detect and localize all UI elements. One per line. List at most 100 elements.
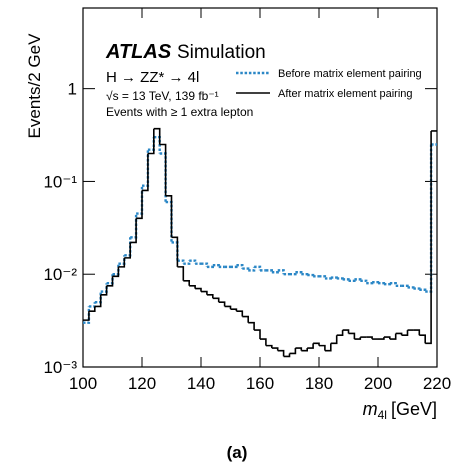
histogram-bin xyxy=(171,241,179,261)
histogram-bin xyxy=(277,269,285,275)
histogram-bin xyxy=(100,285,108,296)
y-axis-label: Events/2 GeV xyxy=(25,33,44,139)
histogram-bin xyxy=(165,200,173,243)
experiment-label: Simulation xyxy=(177,42,266,63)
legend-label: Before matrix element pairing xyxy=(278,68,422,80)
histogram-bin xyxy=(159,143,167,196)
y-tick-label: 1 xyxy=(68,80,77,99)
histogram-bin xyxy=(260,338,267,346)
histogram-bin xyxy=(348,332,356,340)
histogram-bin xyxy=(183,260,191,265)
histogram-bin xyxy=(419,334,426,344)
histogram-bin xyxy=(142,149,150,187)
histogram-bin xyxy=(395,332,403,336)
histogram-bin xyxy=(354,337,362,340)
histogram-bin xyxy=(118,257,126,268)
histogram-bin xyxy=(307,343,314,349)
x-tick-label: 120 xyxy=(128,374,156,393)
histogram-bin xyxy=(366,336,373,340)
histogram-bin xyxy=(425,144,433,293)
legend-label: After matrix element pairing xyxy=(278,88,413,100)
conditions: √s = 13 TeV, 139 fb⁻¹ xyxy=(106,89,219,103)
histogram-bin xyxy=(118,255,126,265)
histogram-bin xyxy=(136,185,144,215)
x-tick-label: 180 xyxy=(305,374,333,393)
histogram-bin xyxy=(130,218,137,244)
histogram-bin xyxy=(242,267,250,271)
histogram-bin xyxy=(372,281,380,284)
histogram-bin xyxy=(112,263,120,276)
histogram-bin xyxy=(189,259,197,264)
histogram-bin xyxy=(230,265,238,269)
caption: (a) xyxy=(227,443,248,462)
histogram-bin xyxy=(83,306,91,324)
histogram-bin xyxy=(177,259,185,264)
histogram-bin xyxy=(324,277,332,280)
histogram-bin xyxy=(206,265,214,269)
histogram-bin xyxy=(147,128,155,155)
x-tick-label: 140 xyxy=(187,374,215,393)
histogram-bin xyxy=(136,190,143,220)
histogram-bin xyxy=(242,315,249,323)
x-tick-label: 220 xyxy=(423,374,451,393)
histogram-bin xyxy=(307,273,315,277)
histogram-bin xyxy=(100,283,108,293)
histogram-bin xyxy=(124,242,131,259)
histogram-bin xyxy=(295,271,303,275)
histogram-bin xyxy=(206,294,214,299)
histogram-bin xyxy=(230,308,238,312)
histogram-bin xyxy=(342,329,350,334)
histogram-bin xyxy=(348,279,356,282)
histogram-bin xyxy=(83,311,90,321)
histogram-bin xyxy=(88,306,96,312)
histogram-bin xyxy=(94,294,102,308)
histogram-bin xyxy=(106,274,114,285)
histogram-bin xyxy=(336,277,344,280)
x-tick-label: 160 xyxy=(246,374,274,393)
histogram-bin xyxy=(271,270,279,274)
histogram-bin xyxy=(147,137,155,151)
histogram-bin xyxy=(88,302,96,308)
histogram-bin xyxy=(94,291,102,304)
histogram-bin xyxy=(342,278,350,281)
histogram-bin xyxy=(271,347,279,351)
histogram-bin xyxy=(319,275,327,279)
histogram-bin xyxy=(413,329,421,336)
histogram-bin xyxy=(130,213,138,239)
histogram-bin xyxy=(112,266,120,278)
histogram-bin xyxy=(283,353,291,358)
histogram-bin xyxy=(254,265,262,271)
x-label-subscript: 4l xyxy=(378,408,387,422)
histogram-bin xyxy=(236,264,244,269)
histogram-bin xyxy=(201,290,208,295)
histogram-bin xyxy=(366,282,374,285)
histogram-bin xyxy=(378,282,386,285)
histogram-bin xyxy=(165,195,173,238)
histogram-bin xyxy=(254,329,261,340)
histogram-bin xyxy=(389,333,397,340)
histogram-bin xyxy=(354,278,362,281)
histogram-bin xyxy=(295,347,303,351)
histogram-bin xyxy=(378,337,385,340)
histogram-bin xyxy=(336,330,344,337)
y-tick-label: 10⁻² xyxy=(43,265,77,284)
histogram-bin xyxy=(277,349,285,357)
histogram-bin xyxy=(289,272,297,276)
histogram-bin xyxy=(383,336,391,340)
histogram-bin xyxy=(401,284,409,288)
histogram-bin xyxy=(324,343,332,352)
histogram-bin xyxy=(195,287,202,292)
histogram-bin xyxy=(330,335,338,345)
histogram-bin xyxy=(177,266,185,281)
histogram-bin xyxy=(383,283,391,286)
histogram-bin xyxy=(171,236,179,267)
histogram-bin xyxy=(389,282,397,286)
experiment: ATLAS xyxy=(105,41,172,63)
histogram-bin xyxy=(289,348,297,355)
histogram-bin xyxy=(236,310,244,317)
x-tick-label: 200 xyxy=(364,374,392,393)
histogram-bin xyxy=(265,344,273,349)
histogram-bin xyxy=(407,286,415,289)
histogram-bin xyxy=(301,273,309,276)
